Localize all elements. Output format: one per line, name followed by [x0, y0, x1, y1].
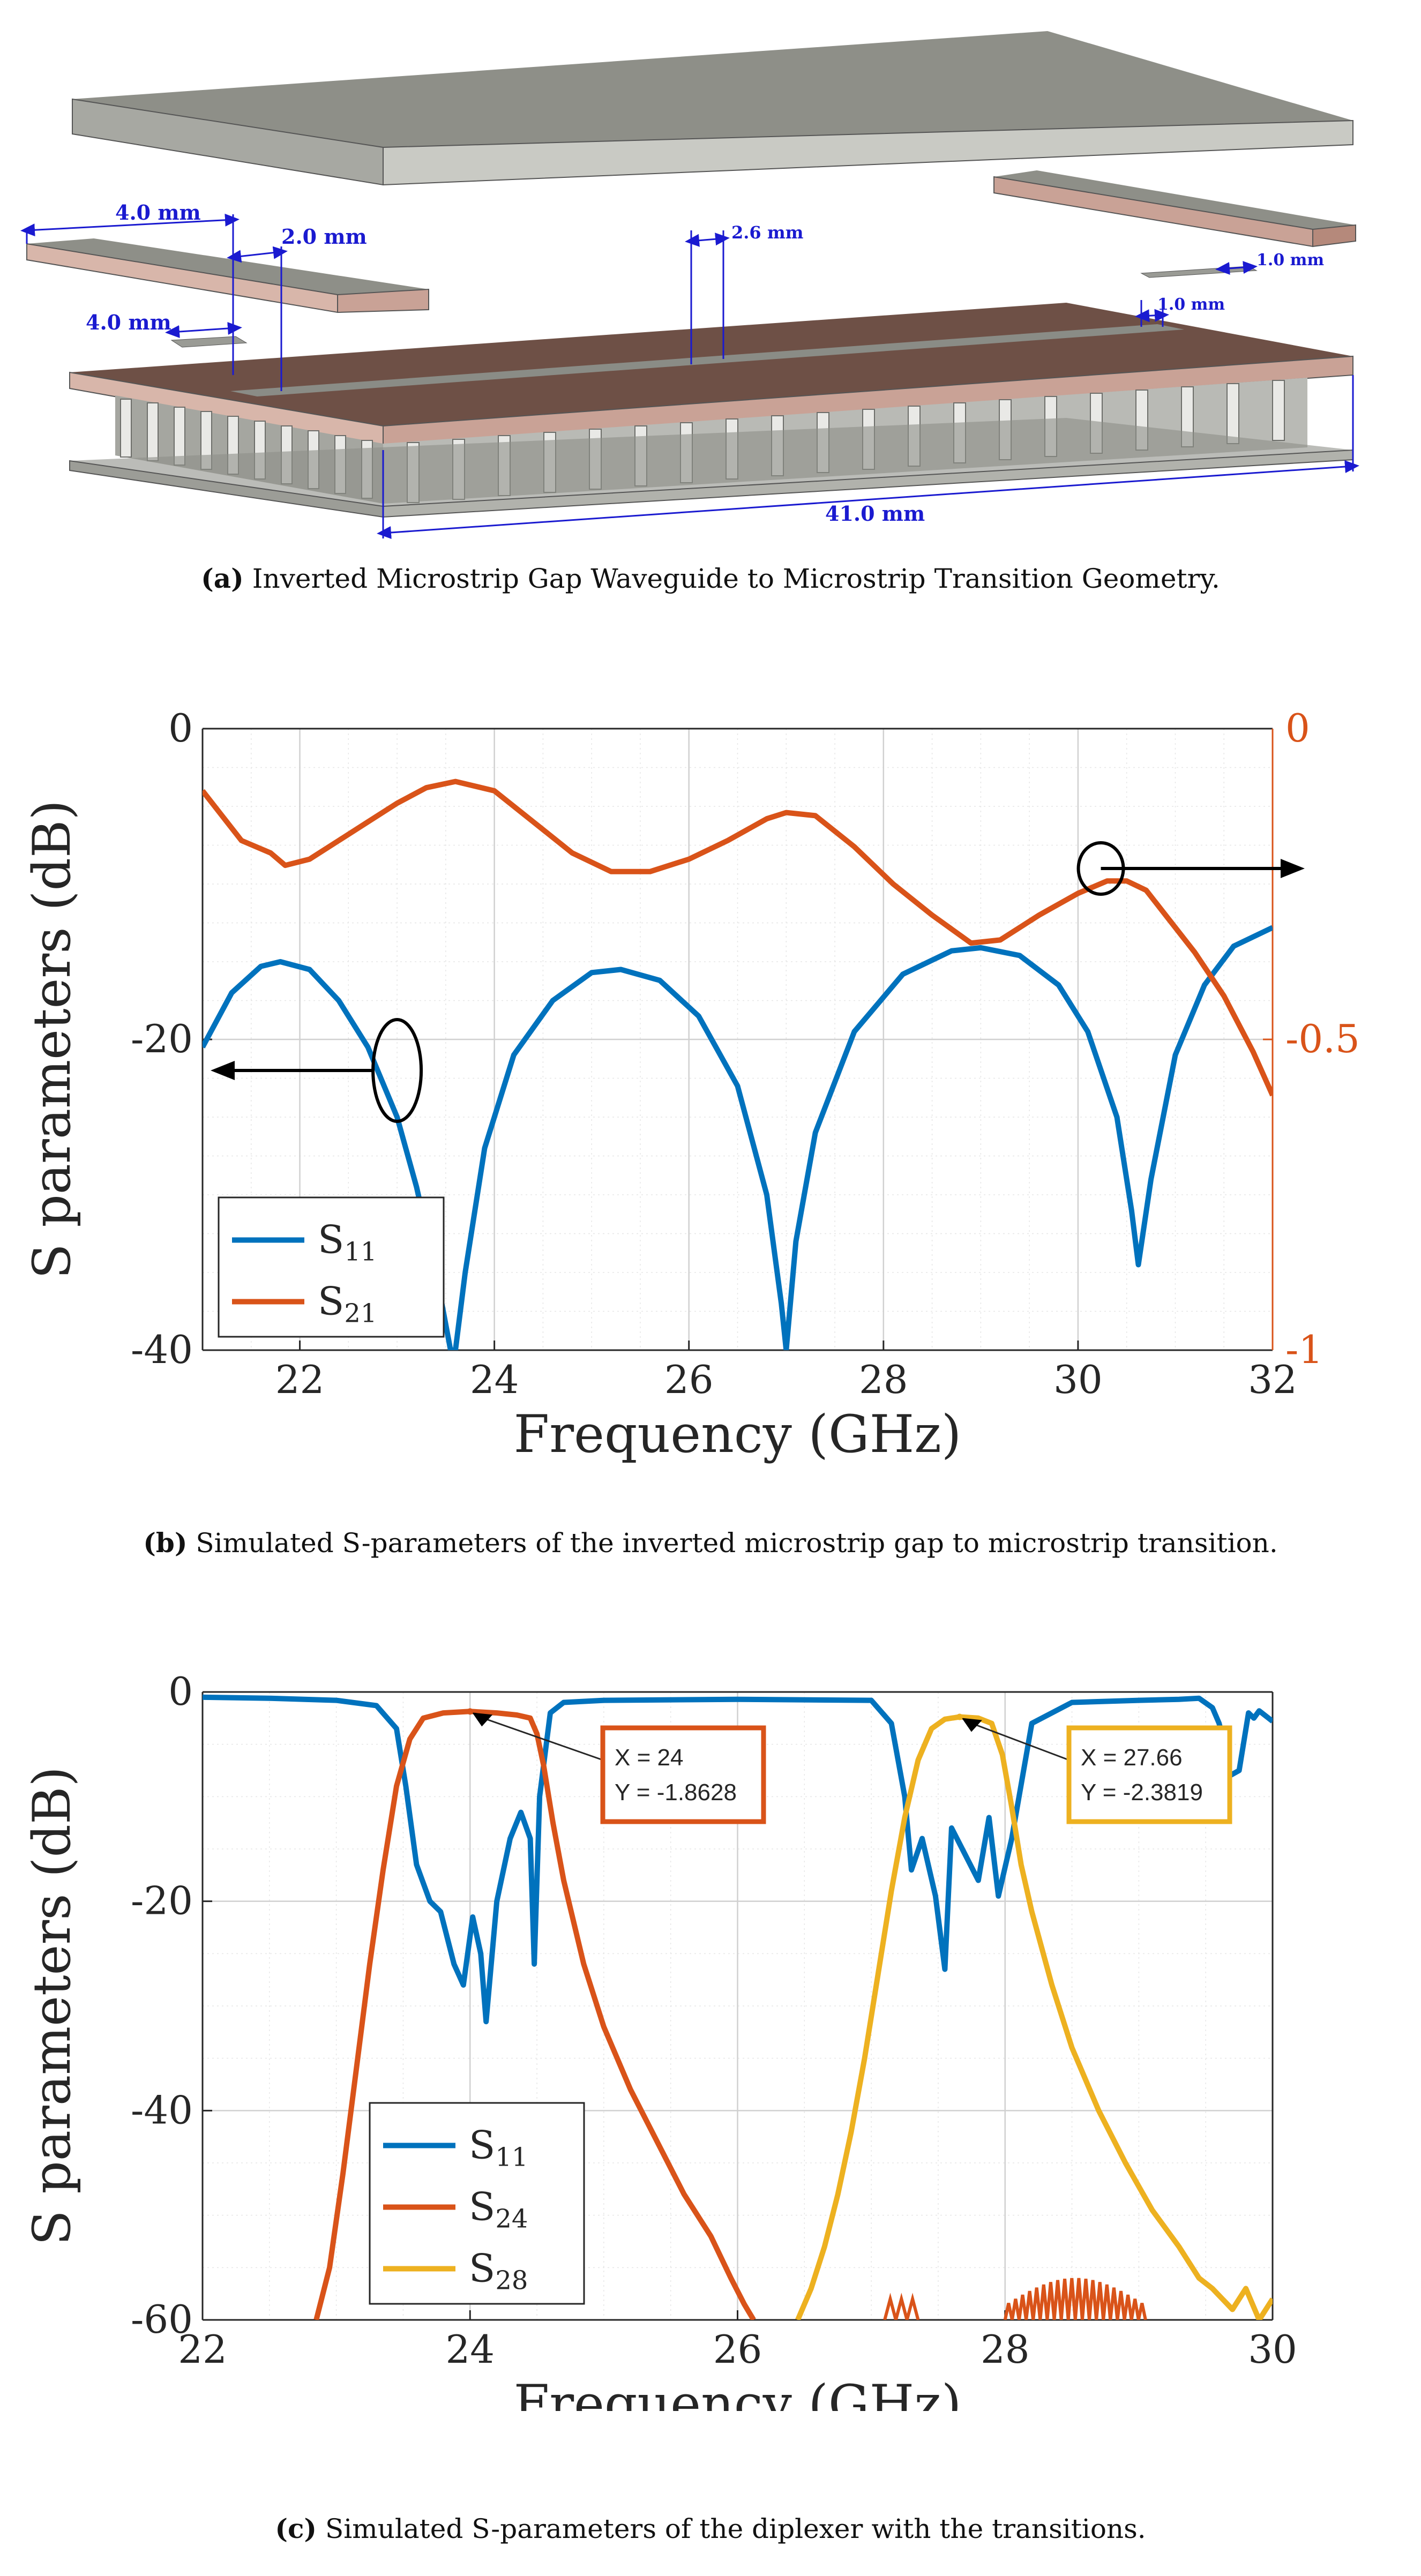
datatip-x: X = 24: [615, 1744, 683, 1771]
y-tick-label: -60: [131, 2297, 193, 2342]
series-line-s11: [203, 1694, 1273, 2025]
x-tick-label: 32: [1248, 1357, 1297, 1402]
x-axis-label: Frequency (GHz): [514, 2374, 962, 2411]
series-line-s28: [795, 1714, 1273, 2320]
x-tick-label: 28: [981, 2327, 1030, 2372]
datatip-leader: [966, 1720, 1070, 1761]
series-line-s21: [203, 778, 1273, 1097]
legend-label-sub: 24: [495, 2204, 528, 2234]
datatip-arrowhead: [961, 1718, 982, 1732]
legend-label-main: S: [469, 2184, 495, 2229]
y-axis-label: S parameters (dB): [22, 1766, 82, 2245]
chart-b: 22 24 26 28 30 32 0 -20 -40 0 -0.5 -1 Frequency (GHz…: [22, 706, 1360, 1464]
series-line-s11: [203, 925, 1273, 1350]
legend-label-sub: 21: [344, 1299, 377, 1329]
x-tick-label: 30: [1053, 1357, 1103, 1402]
x-tick-label: 26: [713, 2327, 762, 2372]
legend-label-sub: 11: [344, 1237, 377, 1267]
legend-label-sub: 28: [495, 2266, 528, 2296]
dim-label: 1.0 mm: [1257, 251, 1324, 269]
y2-tick-label: -0.5: [1285, 1016, 1360, 1061]
x-tick-label: 24: [445, 2327, 495, 2372]
series-ripple-s24: [883, 2293, 920, 2320]
series-ripple-s24: [1003, 2278, 1147, 2320]
caption-c: (c) Simulated S-parameters of the diplex…: [275, 2513, 1146, 2544]
legend-label-main: S: [469, 2123, 495, 2168]
y-tick-label: 0: [168, 1669, 193, 1714]
dim-label: 2.0 mm: [281, 224, 367, 249]
legend-label-sub: 11: [495, 2143, 528, 2173]
y-axis-label: S parameters (dB): [22, 800, 82, 1279]
y-tick-label: -40: [131, 2087, 193, 2132]
annotation-arrow-head: [211, 1061, 235, 1080]
legend-label-s11: S11: [469, 2123, 528, 2173]
y2-tick-label: -1: [1285, 1327, 1323, 1372]
top-cover-plate: [72, 31, 1353, 186]
y2-tick-label: 0: [1285, 706, 1310, 751]
datatip-marker: [467, 1708, 474, 1715]
main-body: [69, 303, 1353, 518]
dim-label: 4.0 mm: [86, 310, 171, 334]
x-axis-label: Frequency (GHz): [514, 1404, 962, 1464]
legend-label-main: S: [469, 2246, 495, 2291]
legend-label-main: S: [318, 1217, 344, 1262]
dim-label: 1.0 mm: [1157, 295, 1225, 314]
datatip-x: X = 27.66: [1081, 1744, 1183, 1771]
legend-label-s11: S11: [318, 1217, 377, 1267]
x-tick-label: 22: [275, 1357, 325, 1402]
datatip-marker: [956, 1713, 963, 1720]
x-tick-label: 30: [1248, 2327, 1297, 2372]
y-tick-label: -20: [131, 1878, 193, 1923]
x-tick-label: 26: [664, 1357, 714, 1402]
datatip-y: Y = -1.8628: [615, 1779, 737, 1806]
x-tick-label: 28: [859, 1357, 908, 1402]
series-line-s24: [313, 1709, 756, 2320]
x-tick-label: 24: [470, 1357, 519, 1402]
legend-label-s28: S28: [469, 2246, 528, 2296]
legend-label-main: S: [318, 1279, 344, 1324]
chart-c: 22 24 26 28 30 0 -20 -40 -60 Frequency (GHz) S par…: [22, 1669, 1297, 2411]
left-strip: [170, 336, 248, 348]
dim-label: 4.0 mm: [115, 200, 201, 224]
datatip-box: [600, 1725, 766, 1824]
legend-label-s21: S21: [318, 1279, 377, 1329]
right-microstrip-board: [993, 170, 1356, 248]
caption-b: (b) Simulated S-parameters of the invert…: [143, 1527, 1278, 1559]
dim-label: 41.0 mm: [825, 501, 925, 526]
datatip-y: Y = -2.3819: [1081, 1779, 1203, 1806]
y-tick-label: 0: [168, 706, 193, 751]
dim-label: 2.6 mm: [731, 222, 804, 243]
legend-label-s24: S24: [469, 2184, 528, 2234]
datatip-leader: [476, 1714, 603, 1761]
y-tick-label: -40: [131, 1327, 193, 1372]
left-microstrip-board: [26, 238, 429, 313]
annotation-arrow-head: [1281, 859, 1305, 878]
x-tick-label: 22: [178, 2327, 227, 2372]
datatip-box: [1066, 1725, 1232, 1824]
y-tick-label: -20: [131, 1016, 193, 1061]
caption-a: (a) Inverted Microstrip Gap Waveguide to…: [201, 563, 1220, 594]
datatip-arrowhead: [472, 1712, 493, 1727]
geometry-figure: 4.0 mm 2.0 mm 4.0 mm 2.6 mm 1.0 mm 1.0 m…: [20, 31, 1359, 539]
legend-box: [218, 1196, 445, 1338]
